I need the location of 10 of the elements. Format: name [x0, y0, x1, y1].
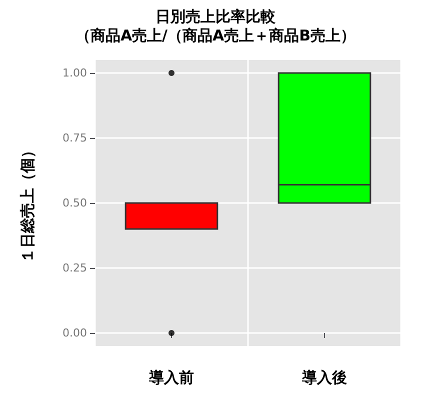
- y-tick-label: 0.00: [62, 326, 87, 340]
- x-tick-label: 導入後: [301, 368, 347, 386]
- y-tick-label: 1.00: [62, 66, 87, 80]
- y-tick-label: 0.50: [62, 196, 87, 210]
- x-tick-label: 導入前: [148, 368, 194, 386]
- y-axis-title: １日総売上（個）: [18, 143, 36, 263]
- y-tick-label: 0.25: [62, 262, 87, 274]
- chart-title: 日別売上比率比較: [156, 8, 276, 26]
- y-tick-label: 0.75: [62, 132, 87, 144]
- chart-subtitle: （商品A売上/（商品A売上＋商品B売上）: [75, 26, 356, 44]
